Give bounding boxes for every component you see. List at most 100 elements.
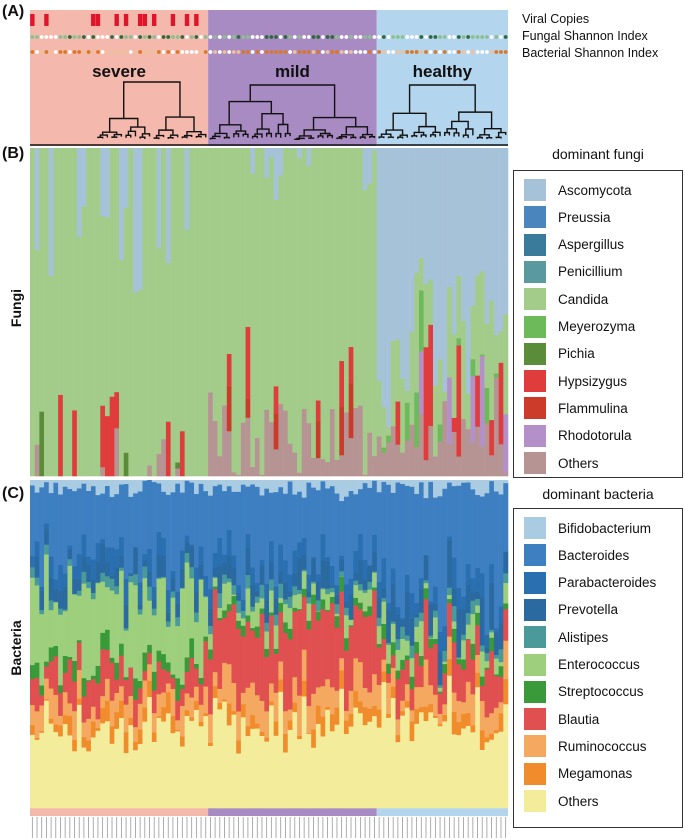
bacteria-bar-segment — [278, 611, 284, 662]
bacteria-bar-segment — [72, 660, 78, 682]
fungal-shannon-dot — [447, 35, 452, 39]
bacteria-bar-segment — [259, 608, 265, 614]
bacteria-bar-segment — [194, 567, 200, 593]
fungal-shannon-dot — [213, 35, 218, 39]
bacteria-bar-segment — [400, 483, 406, 619]
bacteria-bar-segment — [114, 662, 120, 680]
bacteria-bar-segment — [67, 559, 73, 566]
bacteria-bar-segment — [76, 698, 82, 705]
bacteria-bar-segment — [34, 541, 40, 557]
bacteria-bar-segment — [418, 620, 424, 657]
bacteria-bar-segment — [165, 612, 171, 622]
bacteria-bar-segment — [44, 678, 50, 700]
bacterial-shannon-dot — [166, 50, 171, 54]
bacteria-bar-segment — [203, 715, 209, 809]
fungal-shannon-dot — [35, 35, 39, 39]
dendrogram-branch — [183, 134, 193, 138]
fungi-bar-segment — [165, 148, 171, 263]
fungi-bar-segment — [493, 377, 499, 477]
bacteria-bar-segment — [484, 480, 490, 494]
fungi-bar-segment — [367, 148, 373, 184]
bacteria-bar-segment — [236, 753, 242, 809]
fungi-bar-segment — [292, 148, 298, 453]
bacteria-bar-segment — [278, 661, 284, 680]
bacteria-bar-segment — [423, 706, 429, 722]
bacteria-bar-segment — [414, 626, 420, 642]
bacteria-bar-segment — [376, 617, 382, 627]
bacteria-legend-item: Megamonas — [524, 762, 632, 785]
bacteria-bar-segment — [503, 551, 509, 574]
bacteria-bar-segment — [72, 750, 78, 809]
bacteria-bar-segment — [381, 623, 387, 640]
dendrogram-branch — [97, 136, 104, 139]
bacteria-bar-segment — [30, 566, 35, 568]
bacteria-bar-segment — [81, 747, 87, 809]
bacteria-bar-segment — [128, 724, 134, 809]
bacteria-bar-segment — [76, 595, 82, 641]
bacteria-bar-segment — [90, 579, 96, 593]
bacteria-bar-segment — [72, 578, 78, 595]
fungi-bar-segment — [418, 148, 424, 258]
fungi-bar-segment — [315, 148, 321, 401]
fungi-bar-segment — [217, 148, 223, 457]
bacteria-bar-segment — [76, 488, 82, 555]
bacteria-bar-segment — [428, 635, 434, 639]
bacteria-bar-segment — [264, 488, 270, 585]
fungal-shannon-dot — [208, 35, 213, 39]
bacteria-legend-item: Others — [524, 790, 599, 812]
bacteria-bar-segment — [334, 613, 340, 617]
bacteria-bar-segment — [76, 553, 82, 580]
bacteria-bar-segment — [325, 611, 331, 680]
fungi-legend-label: Meyerozyma — [558, 319, 636, 334]
bacteria-bar-segment — [90, 559, 96, 581]
bacteria-bar-segment — [503, 609, 509, 641]
bacterial-shannon-dot — [194, 50, 199, 54]
bacteria-bar-segment — [493, 632, 499, 656]
bacteria-bar-segment — [414, 723, 420, 809]
fungi-bar-segment — [447, 148, 453, 288]
fungal-shannon-dot — [231, 35, 236, 39]
bacteria-legend-swatch — [524, 680, 546, 703]
bacteria-bar-segment — [165, 662, 171, 672]
bacteria-bar-segment — [414, 613, 420, 618]
bacteria-bar-segment — [133, 678, 139, 700]
bacteria-bar-segment — [320, 736, 326, 809]
bacterial-shannon-dot — [438, 50, 442, 54]
bacteria-bar-segment — [151, 732, 157, 742]
bacteria-bar-segment — [269, 705, 274, 809]
bacteria-bar-segment — [222, 554, 228, 564]
bacteria-bar-segment — [297, 738, 303, 809]
bacteria-bar-segment — [128, 575, 134, 583]
fungi-bar-segment — [447, 443, 453, 477]
bacteria-bar-segment — [320, 716, 326, 737]
bacteria-bar-segment — [339, 576, 345, 592]
bacteria-bar-segment — [409, 657, 415, 677]
bacteria-bar-segment — [343, 733, 349, 809]
bacteria-bar-segment — [381, 638, 387, 660]
bacteria-bar-segment — [151, 608, 157, 616]
bacterial-shannon-dot — [246, 50, 250, 54]
bacteria-bar-segment — [151, 690, 157, 714]
fungi-bar-segment — [81, 206, 87, 477]
fungi-bar-segment — [353, 407, 359, 477]
bacteria-bar-segment — [128, 667, 134, 697]
fungal-shannon-dot — [433, 35, 438, 39]
fungi-bar-segment — [203, 148, 209, 477]
bacteria-bar-segment — [386, 717, 392, 809]
fungi-bar-segment — [479, 354, 485, 357]
bacteria-bar-segment — [315, 574, 321, 582]
bacteria-bar-segment — [400, 617, 406, 621]
bacteria-bar-segment — [433, 603, 439, 611]
dendrogram-branch — [378, 136, 385, 139]
bacteria-bar-segment — [325, 556, 331, 562]
bacteria-bar-segment — [240, 480, 246, 485]
dendrogram-branch — [336, 137, 343, 140]
bacterial-shannon-dot — [367, 50, 372, 54]
bacteria-bar-segment — [329, 731, 335, 809]
fungi-bar-segment — [386, 435, 392, 443]
dendrogram-branch — [497, 131, 507, 138]
bacteria-bar-segment — [414, 493, 420, 604]
bacterial-shannon-dot — [100, 50, 105, 54]
bacteria-bar-segment — [264, 631, 270, 649]
bacteria-bar-segment — [264, 711, 270, 738]
